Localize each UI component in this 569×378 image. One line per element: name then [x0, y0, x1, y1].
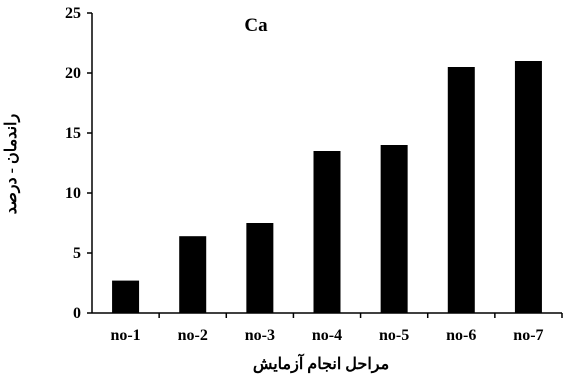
- y-tick-label: 5: [73, 245, 81, 262]
- x-tick-label: no-5: [379, 327, 409, 344]
- x-axis-title: مراحل انجام آزمایش: [253, 352, 389, 374]
- y-tick-label: 15: [65, 125, 81, 142]
- x-tick-label: no-7: [513, 327, 543, 344]
- bar-no-3: [246, 223, 274, 313]
- y-tick-label: 25: [65, 5, 81, 22]
- bar-no-1: [112, 280, 140, 313]
- x-tick-label: no-1: [110, 327, 140, 344]
- x-tick-label: no-2: [178, 327, 208, 344]
- bar-no-6: [447, 67, 475, 313]
- x-tick-label: no-3: [245, 327, 275, 344]
- chart-title: Ca: [244, 15, 268, 36]
- bar-no-4: [313, 151, 341, 313]
- bar-no-5: [380, 145, 408, 313]
- y-tick-label: 10: [65, 185, 81, 202]
- y-tick-label: 0: [73, 305, 81, 322]
- x-tick-label: no-6: [446, 327, 476, 344]
- y-axis-title: راندمان - درصد: [3, 114, 21, 215]
- y-tick-label: 20: [65, 65, 81, 82]
- x-tick-label: no-4: [312, 327, 342, 344]
- bar-no-2: [179, 236, 207, 313]
- bars: [112, 61, 542, 313]
- x-axis-labels: no-1 no-2 no-3 no-4 no-5 no-6 no-7: [110, 313, 563, 344]
- y-axis-ticks: 0 5 10 15 20 25: [65, 5, 92, 322]
- bar-no-7: [514, 61, 542, 313]
